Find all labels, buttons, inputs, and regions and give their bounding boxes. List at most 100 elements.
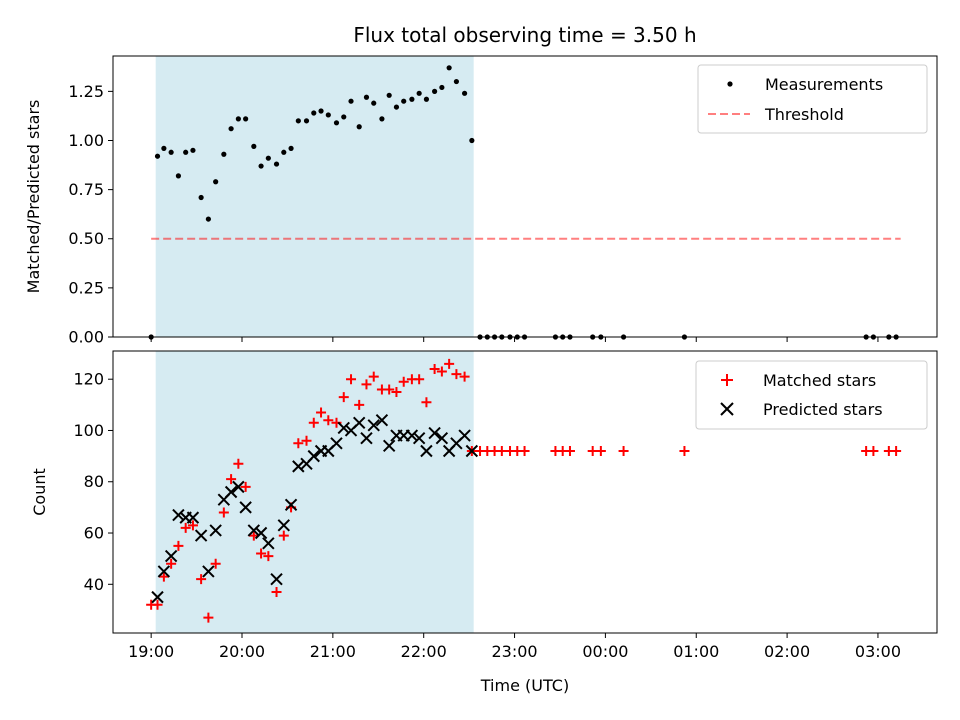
observing-window-shade-top	[155, 56, 474, 337]
measurement-point	[198, 194, 204, 201]
predicted-star-point	[224, 485, 238, 499]
time-xtick-label: 03:00	[855, 642, 901, 661]
time-xtick-label: 22:00	[401, 642, 447, 661]
matched-star-point	[166, 558, 177, 569]
ratio-panel: 0.00 0.25 0.50 0.75 1.00 1.25 Flux total obse…	[24, 23, 938, 347]
matched-star-point	[384, 384, 395, 395]
predicted-star-point	[428, 426, 441, 440]
measurement-point	[175, 173, 182, 179]
matched-star-point	[226, 474, 237, 485]
matched-star-point	[361, 379, 372, 390]
measurement-point	[258, 163, 264, 169]
legend-label-predicted: Predicted stars	[763, 400, 883, 419]
predicted-star-point	[262, 537, 275, 550]
time-x-axis-label: Time (UTC)	[480, 676, 569, 695]
predicted-star-point	[458, 429, 471, 442]
measurement-point	[154, 153, 161, 159]
count-legend: Matched stars Predicted stars	[695, 360, 928, 430]
predicted-star-point	[270, 572, 283, 586]
predicted-star-point	[307, 449, 320, 463]
legend-marker-predicted	[720, 402, 734, 416]
measurement-point	[461, 90, 468, 96]
ratio-ytick-label: 0.75	[68, 180, 104, 199]
predicted-star-point	[337, 421, 350, 435]
matched-star-point	[271, 586, 282, 597]
matched-star-point	[679, 445, 690, 456]
matched-star-point	[429, 363, 440, 374]
predicted-star-point	[352, 416, 366, 429]
predicted-star-point	[232, 480, 245, 494]
predicted-star-point	[172, 508, 185, 522]
measurement-point	[453, 78, 460, 85]
ratio-ytick-label: 0.25	[68, 278, 104, 297]
measurement-point	[295, 118, 301, 124]
measurement-point	[348, 98, 354, 104]
measurement-point	[251, 143, 257, 149]
time-xtick-label: 21:00	[310, 642, 356, 661]
matched-star-point	[173, 540, 184, 551]
ratio-ytick-label: 1.00	[68, 131, 104, 150]
predicted-star-point	[164, 549, 178, 563]
count-ytick-label: 60	[84, 524, 104, 543]
predicted-star-point	[277, 519, 291, 532]
matched-star-point	[398, 376, 409, 387]
matched-star-point	[444, 358, 455, 369]
matched-star-point	[421, 397, 432, 408]
predicted-stars-series	[151, 414, 479, 604]
predicted-star-point	[247, 524, 261, 537]
ratio-plot-frame	[112, 55, 938, 338]
predicted-star-point	[420, 444, 433, 458]
measurement-point	[341, 114, 347, 120]
matched-stars-series	[146, 358, 902, 623]
matched-star-point	[391, 387, 402, 398]
measurement-point	[311, 110, 317, 116]
measurement-point	[356, 124, 362, 130]
predicted-star-point	[186, 511, 200, 524]
predicted-star-point	[405, 429, 419, 442]
predicted-star-point	[360, 431, 373, 445]
matched-star-point	[368, 371, 379, 382]
time-xtick-label: 01:00	[673, 642, 719, 661]
legend-label-threshold: Threshold	[764, 105, 844, 124]
measurement-point	[439, 84, 445, 91]
predicted-star-point	[202, 565, 215, 578]
matched-star-point	[203, 612, 214, 623]
chart-title: Flux total observing time = 3.50 h	[353, 23, 696, 47]
count-ytick-label: 120	[73, 370, 104, 389]
matched-star-point	[180, 522, 191, 533]
time-xtick-label: 00:00	[582, 642, 628, 661]
measurement-point	[423, 96, 430, 102]
time-xtick-label: 02:00	[764, 642, 810, 661]
measurement-point	[318, 108, 324, 114]
count-y-axis: 40 60 80 100 120	[73, 370, 113, 594]
ratio-ytick-label: 0.50	[68, 229, 104, 248]
predicted-star-point	[412, 431, 426, 445]
predicted-star-point	[330, 437, 343, 450]
legend-label-matched: Matched stars	[763, 371, 876, 390]
matched-star-point	[233, 458, 244, 469]
observing-window-shade-bottom	[155, 351, 474, 633]
measurement-point	[228, 126, 234, 132]
matched-star-point	[278, 530, 289, 541]
ratio-y-axis-label: Matched/Predicted stars	[24, 100, 43, 294]
ratio-legend: Measurements Threshold	[697, 64, 928, 134]
measurement-point	[379, 116, 385, 122]
time-xtick-label: 20:00	[219, 642, 265, 661]
matched-star-point	[301, 435, 312, 446]
measurement-point	[333, 120, 340, 126]
predicted-star-point	[239, 501, 252, 514]
measurement-point	[265, 155, 271, 161]
measurement-point	[168, 149, 174, 155]
matched-star-point	[354, 399, 365, 410]
matched-star-point	[595, 445, 606, 456]
measurement-point	[432, 88, 438, 94]
time-xtick-label: 19:00	[128, 642, 174, 661]
matched-star-point	[256, 548, 267, 559]
matched-star-point	[346, 374, 357, 385]
count-legend-box	[695, 360, 928, 430]
measurement-point	[221, 151, 227, 157]
matched-star-point	[196, 574, 207, 585]
count-ytick-label: 80	[84, 472, 104, 491]
matched-star-point	[618, 445, 629, 456]
